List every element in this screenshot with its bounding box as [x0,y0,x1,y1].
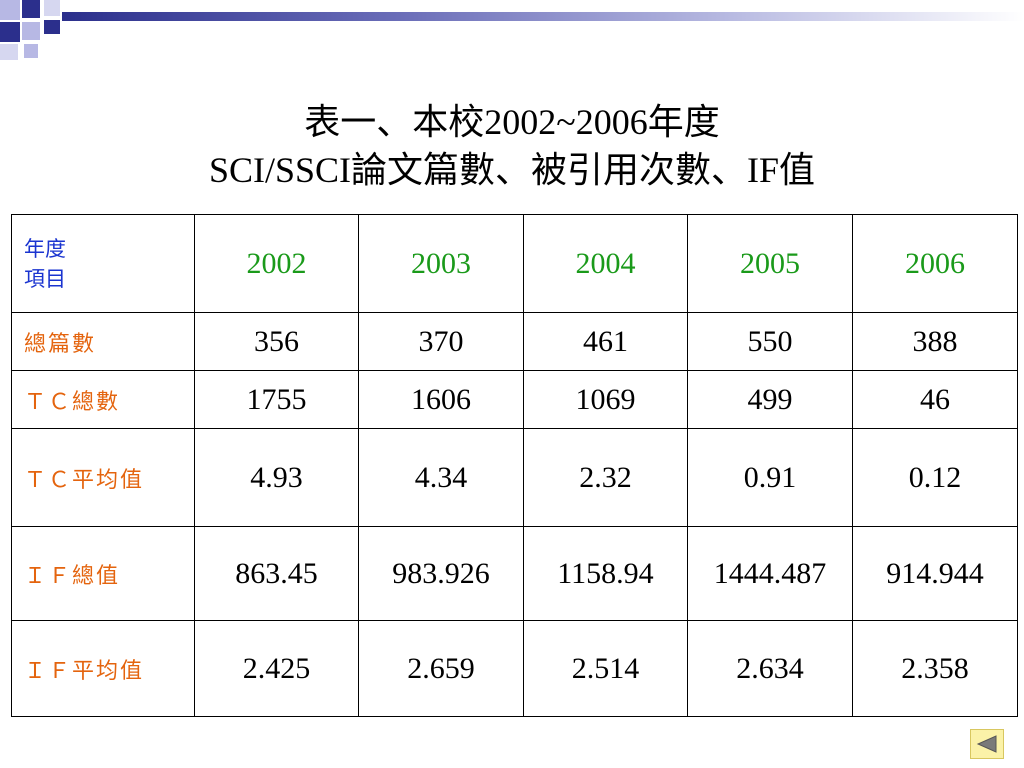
table-cell: 370 [358,312,524,371]
table-cell: 0.12 [852,428,1018,527]
triangle-left-icon [976,735,997,753]
row-header-tc-average: ＴＣ平均值 [11,428,195,527]
year-header-2003: 2003 [358,214,524,313]
table-cell: 4.93 [194,428,359,527]
year-header-2006: 2006 [852,214,1018,313]
title-line-1: 表一、本校2002~2006年度 [304,102,720,142]
table-cell: 914.944 [852,526,1018,621]
table-cell: 1069 [523,370,688,429]
row-header-if-average: ＩＦ平均值 [11,620,195,717]
table-cell: 356 [194,312,359,371]
year-header-2004: 2004 [523,214,688,313]
table-cell: 2.659 [358,620,524,717]
table-cell: 4.34 [358,428,524,527]
row-header-tc-total: ＴＣ總數 [11,370,195,429]
table-cell: 2.425 [194,620,359,717]
table-cell: 1755 [194,370,359,429]
header-gradient-bar [62,12,1024,21]
table-cell: 2.634 [687,620,853,717]
row-header-total-papers: 總篇數 [11,312,195,371]
table-cell: 2.32 [523,428,688,527]
table-cell: 46 [852,370,1018,429]
table-cell: 461 [523,312,688,371]
table-cell: 550 [687,312,853,371]
table-header-row: 年度 項目 2002 2003 2004 2005 2006 [11,214,1018,313]
table-cell: 388 [852,312,1018,371]
table-cell: 1444.487 [687,526,853,621]
row-header-if-total: ＩＦ總值 [11,526,195,621]
table-row: ＩＦ總值 863.45 983.926 1158.94 1444.487 914… [11,526,1018,621]
table-cell: 499 [687,370,853,429]
table-cell: 2.358 [852,620,1018,717]
statistics-table: 年度 項目 2002 2003 2004 2005 2006 總篇數 356 3… [11,214,1018,717]
table-cell: 1606 [358,370,524,429]
table-row: ＴＣ總數 1755 1606 1069 499 46 [11,370,1018,429]
table-cell: 1158.94 [523,526,688,621]
table-row: ＩＦ平均值 2.425 2.659 2.514 2.634 2.358 [11,620,1018,717]
table-cell: 2.514 [523,620,688,717]
table-cell: 983.926 [358,526,524,621]
year-header-2005: 2005 [687,214,853,313]
corner-header-cell: 年度 項目 [11,214,195,313]
slide-title: 表一、本校2002~2006年度 SCI/SSCI論文篇數、被引用次數、IF值 [0,98,1024,194]
title-line-2: SCI/SSCI論文篇數、被引用次數、IF值 [208,150,816,190]
corner-year-label: 年度 [24,236,66,261]
corner-item-label: 項目 [24,266,66,291]
table-row: 總篇數 356 370 461 550 388 [11,312,1018,371]
back-button[interactable] [970,729,1004,759]
table-cell: 863.45 [194,526,359,621]
year-header-2002: 2002 [194,214,359,313]
table-cell: 0.91 [687,428,853,527]
table-row: ＴＣ平均值 4.93 4.34 2.32 0.91 0.12 [11,428,1018,527]
